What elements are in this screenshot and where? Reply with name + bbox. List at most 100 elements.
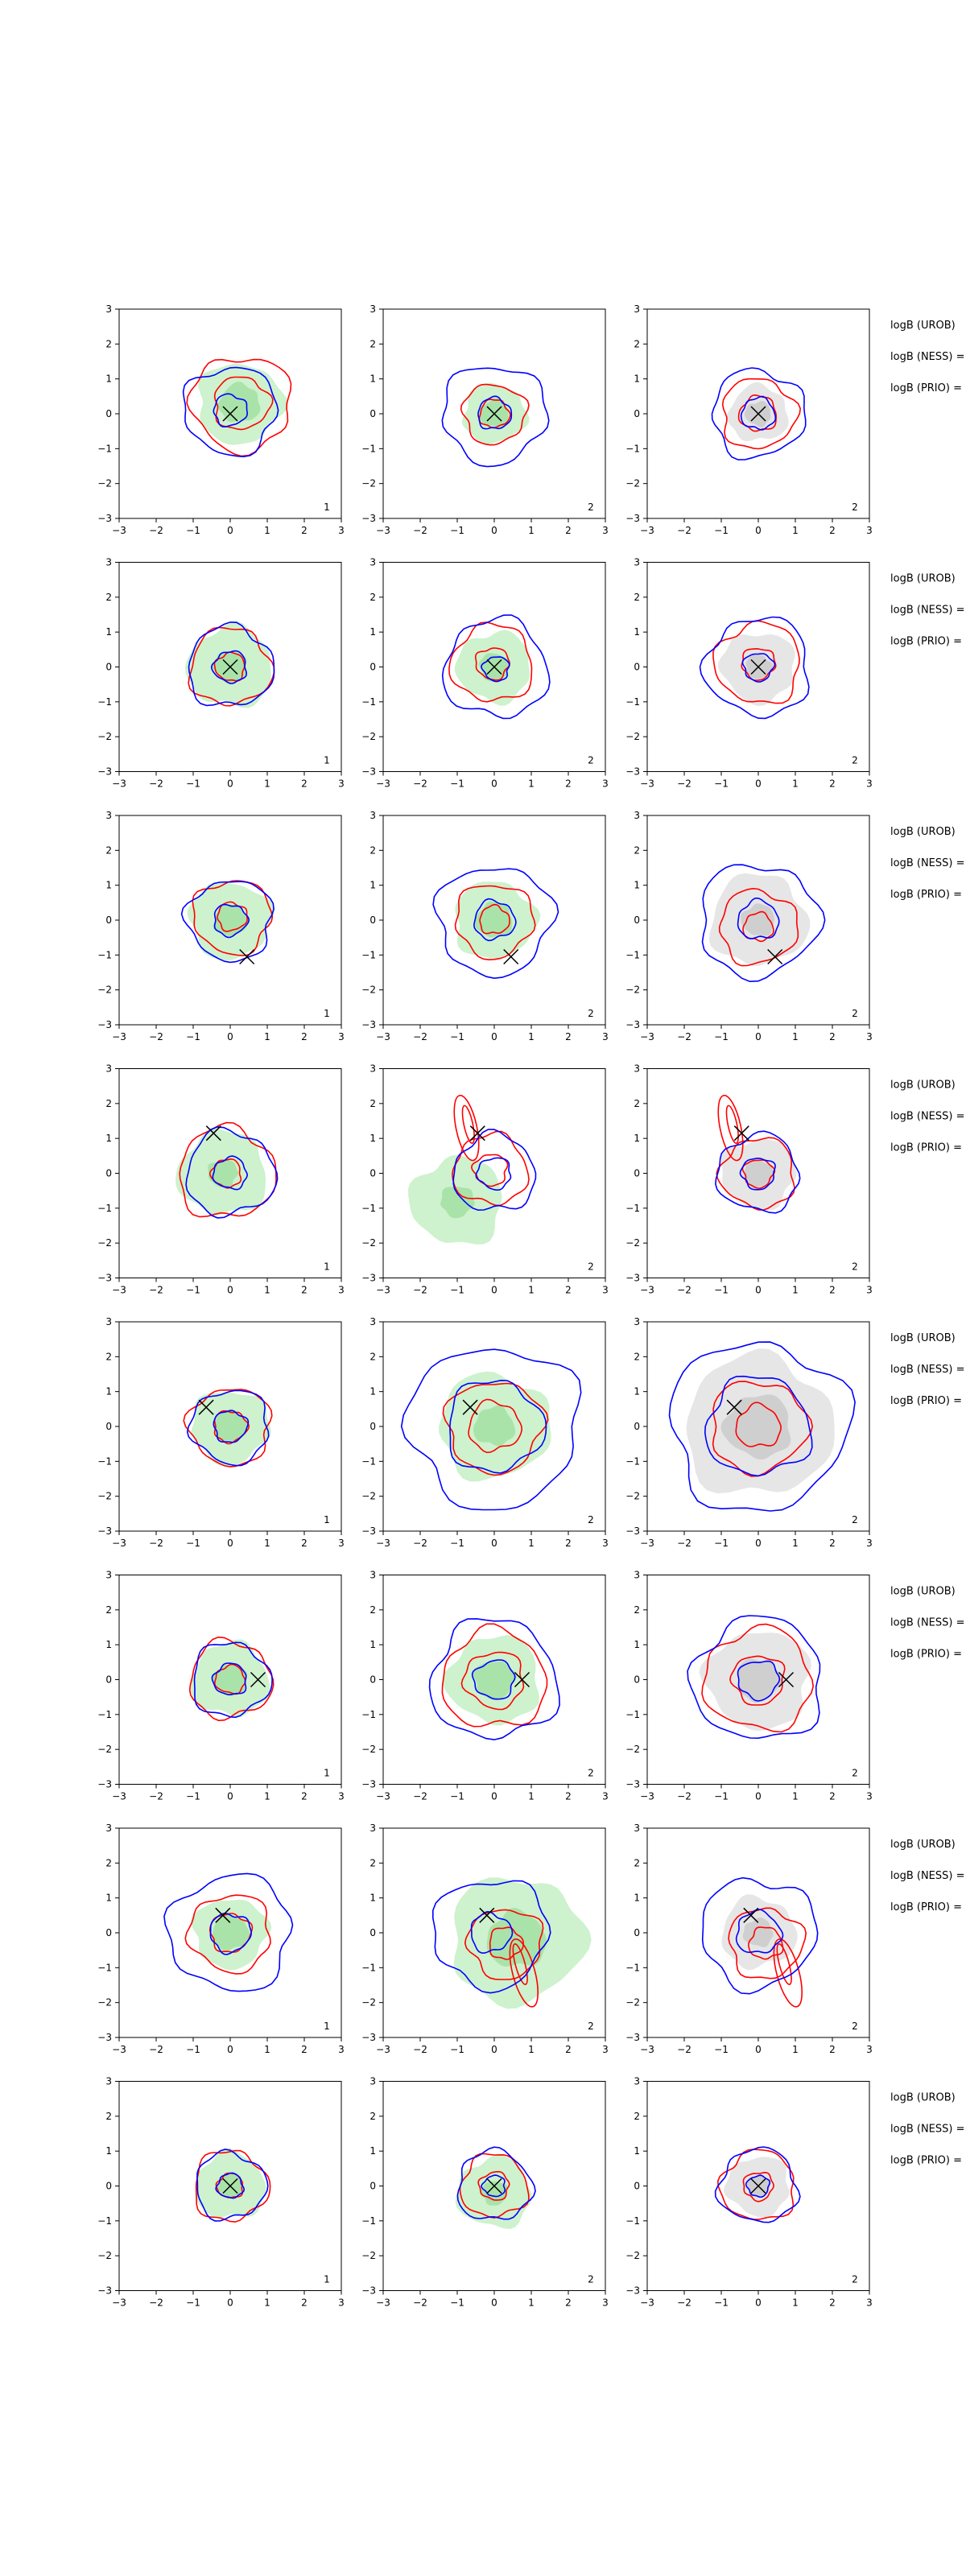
x-tick-label: 3 xyxy=(866,778,873,790)
x-tick-label: −1 xyxy=(714,1031,729,1042)
panel-corner-label: 2 xyxy=(852,1768,858,1779)
y-tick-label: 2 xyxy=(369,1098,376,1109)
red-contour-outer xyxy=(712,1381,814,1477)
x-tick-label: −3 xyxy=(376,525,390,536)
x-tick-label: 0 xyxy=(227,778,233,790)
x-tick-label: 2 xyxy=(301,1031,308,1042)
blue-contour-inner xyxy=(213,393,248,427)
blue-contour-inner xyxy=(211,1662,247,1696)
y-tick-label: 1 xyxy=(369,880,376,891)
density-fill-inner xyxy=(473,1405,516,1447)
red-contour-inner xyxy=(460,1651,525,1711)
blue-contour-inner xyxy=(210,650,248,684)
x-tick-label: −3 xyxy=(376,1031,390,1042)
blue-contour-outer xyxy=(701,864,826,983)
y-tick-label: −1 xyxy=(361,1455,376,1467)
x-tick-label: 2 xyxy=(829,1538,836,1549)
y-tick-label: −1 xyxy=(625,696,640,708)
y-tick-label: 1 xyxy=(634,2145,640,2157)
x-tick-label: 3 xyxy=(338,1538,345,1549)
x-tick-label: 0 xyxy=(491,2044,497,2055)
y-tick-label: 2 xyxy=(634,592,640,603)
x-tick-label: 0 xyxy=(755,1285,762,1296)
y-tick-label: 3 xyxy=(634,1570,640,1581)
x-tick-label: −1 xyxy=(186,1031,200,1042)
y-tick-label: 0 xyxy=(105,1421,112,1432)
x-tick-label: −1 xyxy=(186,1538,200,1549)
blue-contour-inner xyxy=(213,903,250,939)
y-tick-label: 3 xyxy=(634,1063,640,1075)
blue-contour-inner xyxy=(213,1410,250,1443)
x-tick-label: −2 xyxy=(413,778,427,790)
x-tick-label: 3 xyxy=(338,2297,345,2309)
y-tick-label: 1 xyxy=(369,1386,376,1397)
y-tick-label: 3 xyxy=(634,557,640,568)
logb-label: logB (NESS) = xyxy=(890,605,964,617)
true-value-marker xyxy=(205,1125,221,1141)
x-tick-label: −2 xyxy=(149,1285,163,1296)
y-tick-label: 2 xyxy=(634,1857,640,1868)
y-tick-label: 2 xyxy=(105,592,112,603)
x-tick-label: 1 xyxy=(264,1031,270,1042)
blue-contour-outer xyxy=(182,366,279,458)
x-tick-label: 2 xyxy=(565,1791,572,1802)
blue-contour-outer xyxy=(196,2149,269,2222)
blue-contour-inner xyxy=(481,656,510,683)
logb-label: logB (PRIO) = xyxy=(890,889,962,901)
y-tick-label: 1 xyxy=(634,626,640,638)
density-fill-inner xyxy=(486,1908,547,1967)
x-tick-label: 1 xyxy=(792,1285,799,1296)
x-tick-label: −1 xyxy=(714,1285,729,1296)
x-tick-label: −2 xyxy=(413,1538,427,1549)
y-tick-label: 2 xyxy=(105,1857,112,1868)
panel-r8-c1: −3 −2 −1 0 1 2 3 −3 −2 −1 0 1 2 3 1 xyxy=(97,2076,345,2309)
x-tick-label: −1 xyxy=(450,1031,464,1042)
x-tick-label: −2 xyxy=(677,525,691,536)
logb-label: logB (PRIO) = xyxy=(890,382,962,394)
logb-label: logB (UROB) xyxy=(890,826,956,838)
panel-corner-label: 1 xyxy=(324,2274,330,2285)
panel-r2-c1: −3 −2 −1 0 1 2 3 −3 −2 −1 0 1 2 3 1 xyxy=(97,557,345,790)
blue-contour-inner xyxy=(739,1157,776,1191)
y-tick-label: 0 xyxy=(369,662,376,673)
x-tick-label: 3 xyxy=(602,1791,609,1802)
panel-r1-c2: −3 −2 −1 0 1 2 3 −3 −2 −1 0 1 2 3 2 xyxy=(361,303,609,536)
y-tick-label: 2 xyxy=(634,338,640,349)
true-value-marker xyxy=(743,1907,759,1923)
x-tick-label: −2 xyxy=(149,1791,163,1802)
x-tick-label: 1 xyxy=(792,2044,799,2055)
x-tick-label: 2 xyxy=(565,1285,572,1296)
x-tick-label: −1 xyxy=(450,1285,464,1296)
true-value-marker xyxy=(486,658,502,675)
true-value-marker xyxy=(222,658,238,675)
y-tick-label: 3 xyxy=(369,1316,376,1327)
panel-corner-label: 2 xyxy=(588,1261,594,1273)
y-tick-label: 1 xyxy=(369,374,376,385)
logb-label: logB (UROB) xyxy=(890,2092,956,2104)
x-tick-label: 2 xyxy=(565,525,572,536)
x-tick-label: −1 xyxy=(450,525,464,536)
x-tick-label: −3 xyxy=(640,2297,654,2309)
x-tick-label: 2 xyxy=(829,1285,836,1296)
y-tick-label: −2 xyxy=(97,2250,112,2261)
x-tick-label: 2 xyxy=(829,778,836,790)
y-tick-label: −1 xyxy=(97,2215,112,2227)
y-tick-label: −3 xyxy=(361,2032,376,2043)
panel-corner-label: 2 xyxy=(852,1261,858,1273)
y-tick-label: −1 xyxy=(361,1709,376,1720)
x-tick-label: 2 xyxy=(565,778,572,790)
x-tick-label: 2 xyxy=(829,2044,836,2055)
y-tick-label: 0 xyxy=(105,1168,112,1179)
y-tick-label: −1 xyxy=(97,1962,112,1973)
y-tick-label: −1 xyxy=(97,1455,112,1467)
red-contour-lobe xyxy=(509,1938,539,2008)
y-tick-label: 0 xyxy=(105,662,112,673)
logb-label: logB (UROB) xyxy=(890,573,956,585)
y-tick-label: 0 xyxy=(634,408,640,419)
y-tick-label: 2 xyxy=(369,844,376,856)
true-value-marker xyxy=(479,1907,495,1923)
x-tick-label: 2 xyxy=(829,2297,836,2309)
x-tick-label: −2 xyxy=(677,1285,691,1296)
x-tick-label: 0 xyxy=(227,1285,233,1296)
x-tick-label: 0 xyxy=(227,1538,233,1549)
